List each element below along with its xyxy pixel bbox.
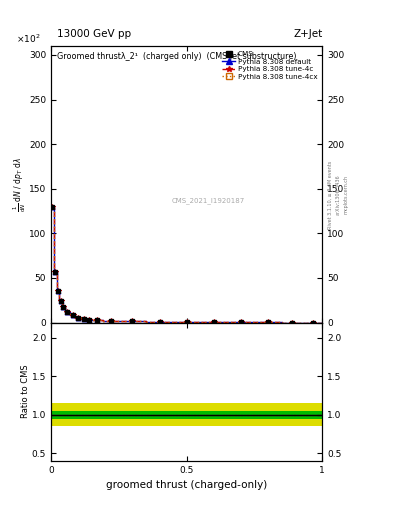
Text: 13000 GeV pp: 13000 GeV pp bbox=[57, 29, 131, 39]
Text: Z+Jet: Z+Jet bbox=[293, 29, 322, 39]
Legend: CMS, Pythia 8.308 default, Pythia 8.308 tune-4c, Pythia 8.308 tune-4cx: CMS, Pythia 8.308 default, Pythia 8.308 … bbox=[221, 50, 319, 81]
Text: CMS_2021_I1920187: CMS_2021_I1920187 bbox=[172, 198, 245, 204]
Text: mcplots.cern.ch: mcplots.cern.ch bbox=[344, 175, 349, 214]
Y-axis label: $\frac{1}{\mathrm{d}N}\ \mathrm{d}N\ /\ \mathrm{d}p_T\ \mathrm{d}\lambda$: $\frac{1}{\mathrm{d}N}\ \mathrm{d}N\ /\ … bbox=[11, 157, 28, 212]
Text: $\times10^2$: $\times10^2$ bbox=[16, 32, 40, 45]
Y-axis label: Ratio to CMS: Ratio to CMS bbox=[22, 365, 31, 418]
X-axis label: groomed thrust (charged-only): groomed thrust (charged-only) bbox=[106, 480, 267, 490]
Text: arXiv:1306.3436: arXiv:1306.3436 bbox=[336, 174, 341, 215]
Text: Groomed thrustλ_2¹  (charged only)  (CMS jet substructure): Groomed thrustλ_2¹ (charged only) (CMS j… bbox=[57, 52, 296, 60]
Text: Rivet 3.1.10, ≥ 3.4M events: Rivet 3.1.10, ≥ 3.4M events bbox=[328, 160, 333, 229]
